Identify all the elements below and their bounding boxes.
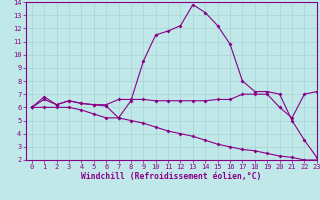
X-axis label: Windchill (Refroidissement éolien,°C): Windchill (Refroidissement éolien,°C) (81, 172, 261, 181)
